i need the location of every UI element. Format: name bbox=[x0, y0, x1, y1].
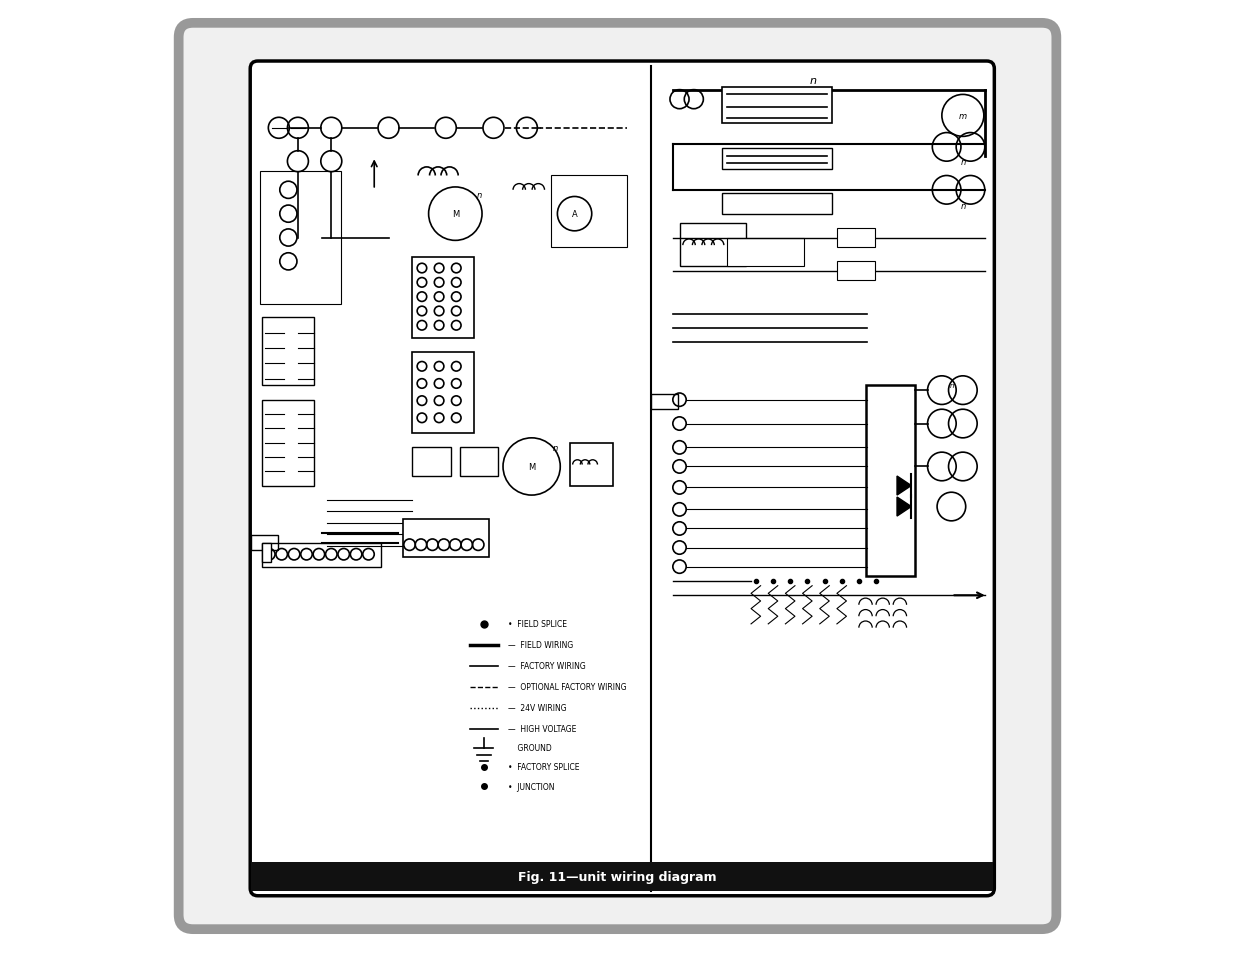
Text: n: n bbox=[950, 383, 955, 389]
Polygon shape bbox=[897, 497, 911, 517]
Text: •  JUNCTION: • JUNCTION bbox=[508, 781, 555, 791]
Text: GROUND: GROUND bbox=[508, 743, 552, 753]
Text: •  FACTORY SPLICE: • FACTORY SPLICE bbox=[508, 762, 579, 772]
Bar bbox=[412, 353, 474, 434]
Bar bbox=[569, 443, 613, 486]
Bar bbox=[461, 448, 498, 476]
Bar bbox=[259, 172, 341, 305]
Bar bbox=[551, 176, 627, 248]
Bar bbox=[722, 149, 832, 170]
FancyBboxPatch shape bbox=[251, 62, 994, 896]
Text: M: M bbox=[452, 210, 459, 219]
Text: —  FIELD WIRING: — FIELD WIRING bbox=[508, 640, 573, 650]
Bar bbox=[262, 543, 380, 567]
Text: —  HIGH VOLTAGE: — HIGH VOLTAGE bbox=[508, 724, 577, 734]
Text: n: n bbox=[961, 157, 966, 167]
Bar bbox=[722, 88, 832, 124]
Bar bbox=[412, 448, 451, 476]
Bar bbox=[651, 395, 678, 410]
Bar bbox=[727, 238, 804, 267]
Bar bbox=[251, 862, 993, 891]
Text: —  24V WIRING: — 24V WIRING bbox=[508, 703, 567, 713]
Text: n: n bbox=[553, 443, 558, 453]
Text: A: A bbox=[572, 210, 578, 219]
Text: —  OPTIONAL FACTORY WIRING: — OPTIONAL FACTORY WIRING bbox=[508, 682, 626, 692]
Text: —  FACTORY WIRING: — FACTORY WIRING bbox=[508, 661, 585, 671]
Bar bbox=[722, 193, 832, 214]
Bar bbox=[866, 386, 915, 577]
Text: M: M bbox=[529, 462, 535, 472]
Bar bbox=[837, 229, 876, 248]
Bar bbox=[251, 536, 278, 551]
Text: n: n bbox=[961, 201, 966, 211]
Text: •  FIELD SPLICE: • FIELD SPLICE bbox=[508, 619, 567, 629]
Text: m: m bbox=[958, 112, 967, 121]
Bar bbox=[412, 257, 474, 338]
Bar bbox=[403, 519, 489, 558]
Text: n: n bbox=[477, 191, 482, 200]
Text: Fig. 11—unit wiring diagram: Fig. 11—unit wiring diagram bbox=[519, 870, 716, 883]
Bar bbox=[262, 400, 314, 486]
Bar bbox=[262, 317, 314, 386]
Polygon shape bbox=[897, 476, 911, 496]
Text: n: n bbox=[810, 76, 816, 86]
Bar bbox=[262, 543, 272, 562]
Bar bbox=[837, 262, 876, 281]
Bar bbox=[679, 224, 746, 267]
FancyBboxPatch shape bbox=[179, 24, 1056, 929]
